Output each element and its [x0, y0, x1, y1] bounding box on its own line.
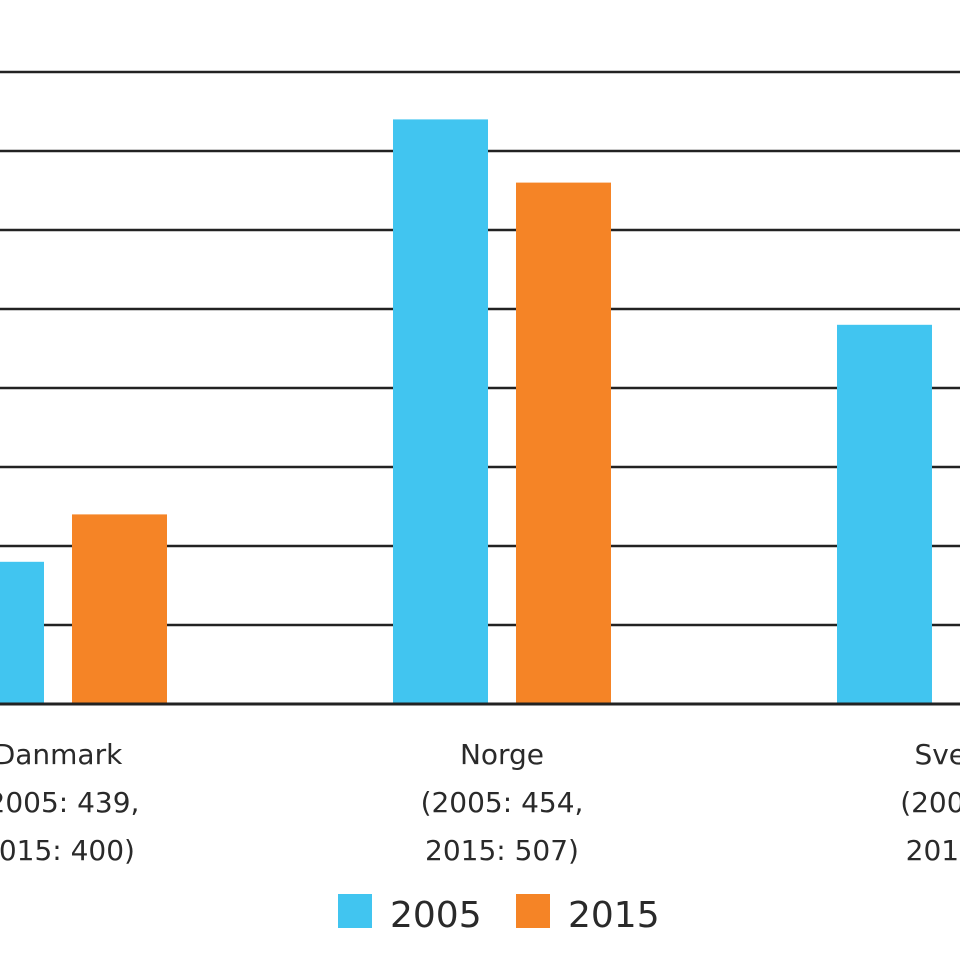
- legend-label-2015: 2015: [568, 895, 660, 936]
- bar-norge-2005: [393, 119, 488, 704]
- bar-danmark-2005: [0, 561, 44, 704]
- category-sublabel: (2005: 454,: [421, 786, 584, 819]
- category-sublabel: (2005:: [900, 786, 960, 819]
- category-sublabel: 2015:: [906, 834, 960, 867]
- bar-norge-2015: [516, 182, 611, 705]
- category-sublabel: 2015: 400): [0, 834, 135, 867]
- category-sublabel: (2005: 439,: [0, 786, 139, 819]
- category-labels: Danmark (2005: 439, 2015: 400) Norge (2005: …: [0, 738, 960, 867]
- legend: 2005 2015: [338, 894, 660, 936]
- category-label: Danmark: [0, 738, 123, 771]
- category-label: Norge: [460, 738, 544, 771]
- bars: [0, 119, 932, 705]
- legend-swatch-2005: [338, 894, 372, 928]
- category-label: Sver: [914, 738, 960, 771]
- bar-danmark-2015: [72, 514, 167, 704]
- legend-label-2005: 2005: [390, 895, 482, 936]
- bar-sver-2005: [837, 324, 932, 704]
- legend-swatch-2015: [516, 894, 550, 928]
- category-sublabel: 2015: 507): [425, 834, 579, 867]
